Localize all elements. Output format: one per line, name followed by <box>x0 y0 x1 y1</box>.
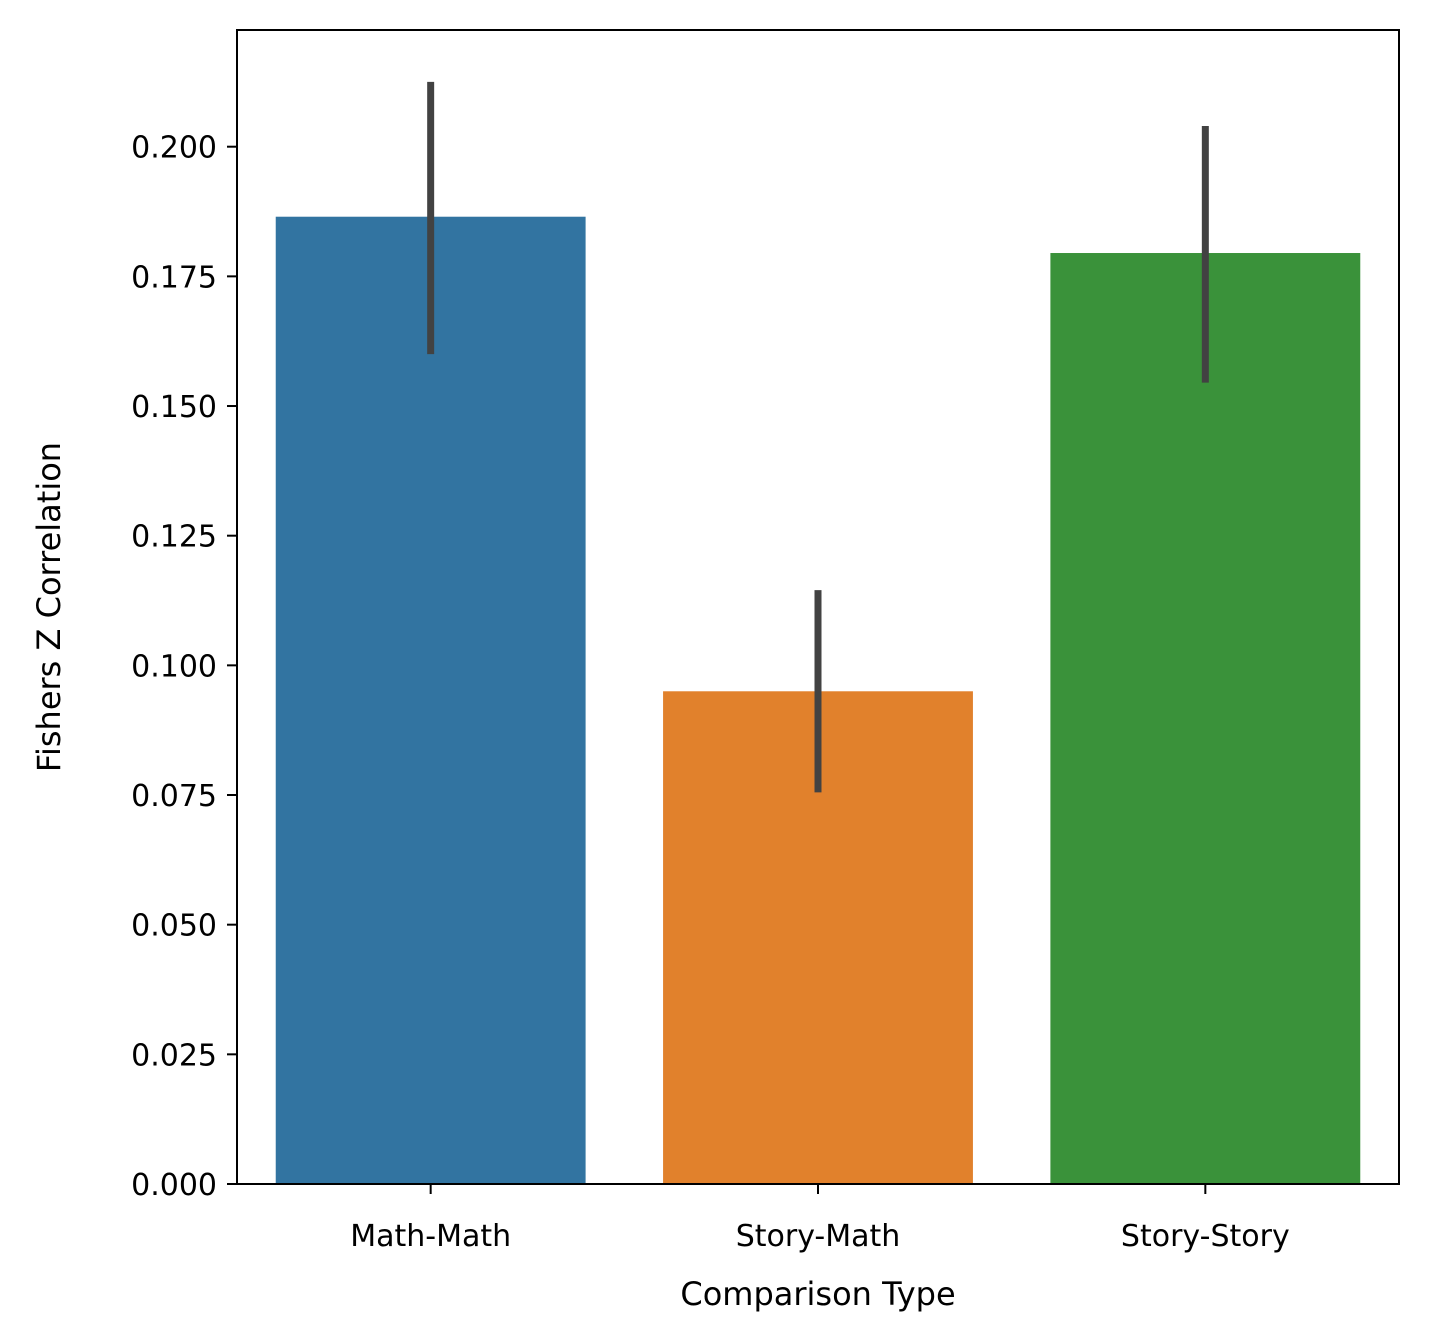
bars-group <box>275 216 1361 1185</box>
y-tick-label: 0.100 <box>131 649 217 684</box>
y-axis-label: Fishers Z Correlation <box>30 442 68 772</box>
error-bars-group <box>427 81 1209 793</box>
y-tick-label: 0.025 <box>131 1038 217 1073</box>
y-axis-ticks: 0.000 0.025 0.050 0.075 0.100 0.125 0.150 0.175… <box>131 131 237 1203</box>
y-tick-label: 0.150 <box>131 390 217 425</box>
x-axis-ticks: Math-Math Story-Math Story-Story <box>350 1184 1290 1254</box>
y-tick-label: 0.125 <box>131 520 217 555</box>
x-axis-label: Comparison Type <box>680 1275 955 1313</box>
y-tick-label: 0.075 <box>131 779 217 814</box>
x-tick-label: Story-Math <box>736 1219 901 1254</box>
x-tick-label: Story-Story <box>1121 1219 1290 1254</box>
y-tick-label: 0.175 <box>131 260 217 295</box>
y-tick-label: 0.000 <box>131 1168 217 1203</box>
bar-story-story <box>1050 253 1361 1185</box>
x-tick-label: Math-Math <box>350 1219 511 1254</box>
y-tick-label: 0.200 <box>131 131 217 166</box>
y-tick-label: 0.050 <box>131 909 217 944</box>
bar-math-math <box>275 216 586 1184</box>
